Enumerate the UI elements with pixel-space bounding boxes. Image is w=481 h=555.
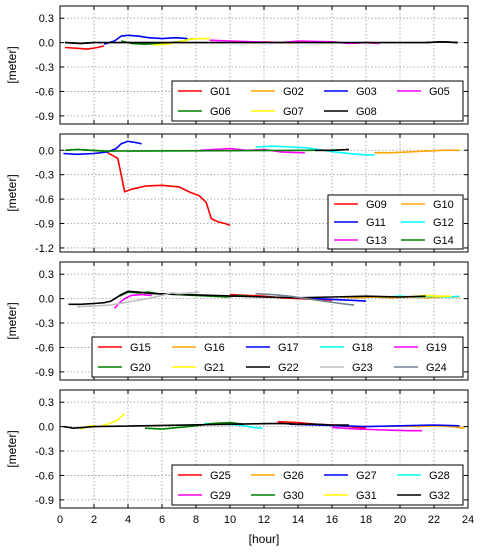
y-tick-label-1-3: -0.6: [35, 86, 54, 98]
x-tick-label-5: 10: [224, 514, 236, 526]
legend-box-4: [171, 464, 464, 506]
x-tick-label-1: 2: [91, 514, 97, 526]
legend-box-1: [171, 80, 464, 122]
series-line-g24: [255, 292, 355, 306]
y-tick-label-3-4: -0.9: [35, 367, 54, 379]
y-tick-label-2-3: -0.9: [35, 219, 54, 231]
x-axis-label: [hour]: [249, 532, 280, 546]
series-line-g11: [63, 140, 142, 156]
legend-label-g10: G10: [433, 199, 454, 211]
legend-label-g19: G19: [426, 342, 447, 354]
y-tick-label-2-4: -1.2: [35, 243, 54, 255]
legend-label-g12: G12: [433, 217, 454, 229]
series-line-g12: [255, 145, 375, 156]
y-tick-label-1-2: -0.3: [35, 62, 54, 74]
y-tick-label-3-0: 0.3: [39, 269, 54, 281]
legend-label-g11: G11: [366, 217, 386, 229]
x-tick-label-10: 20: [394, 514, 406, 526]
y-tick-label-2-1: -0.3: [35, 170, 54, 182]
x-tick-label-9: 18: [360, 514, 372, 526]
y-tick-label-4-4: -0.9: [35, 495, 54, 507]
legend-label-g20: G20: [130, 362, 151, 374]
legend-label-g06: G06: [210, 106, 231, 118]
series-line-g08: [65, 40, 458, 45]
legend-label-g24: G24: [426, 362, 447, 374]
y-axis-label-4: [meter]: [5, 430, 19, 467]
series-line-g09: [107, 152, 231, 226]
x-tick-label-4: 8: [193, 514, 199, 526]
y-tick-label-3-3: -0.6: [35, 342, 54, 354]
series-line-extra-8: [425, 40, 458, 44]
y-tick-label-4-1: 0.0: [39, 422, 54, 434]
x-tick-label-3: 6: [159, 514, 165, 526]
legend-box-3: [91, 336, 464, 378]
series-line-g03: [103, 34, 188, 45]
y-tick-label-2-2: -0.6: [35, 194, 54, 206]
series-line-g01: [65, 45, 105, 50]
legend-label-g01: G01: [210, 86, 231, 98]
y-axis-label-3: [meter]: [5, 302, 19, 339]
legend-label-g13: G13: [366, 235, 387, 247]
series-line-extra-7: [315, 148, 350, 152]
legend-label-g29: G29: [210, 490, 231, 502]
y-tick-label-4-2: -0.3: [35, 446, 54, 458]
legend-label-g23: G23: [352, 362, 373, 374]
legend-label-g32: G32: [429, 490, 450, 502]
y-tick-label-3-1: 0.0: [39, 294, 54, 306]
series-line-g23: [76, 291, 200, 308]
y-tick-label-2-0: 0.0: [39, 145, 54, 157]
series-line-g29: [331, 426, 423, 432]
y-tick-label-3-2: -0.3: [35, 318, 54, 330]
legend-label-g28: G28: [429, 470, 450, 482]
legend-label-g30: G30: [283, 490, 304, 502]
x-tick-label-0: 0: [57, 514, 63, 526]
x-tick-label-7: 14: [292, 514, 304, 526]
legend-label-g17: G17: [278, 342, 299, 354]
series-line-g30: [144, 421, 244, 430]
legend-label-g21: G21: [204, 362, 225, 374]
series-line-g22: [68, 290, 426, 306]
y-tick-label-4-3: -0.6: [35, 470, 54, 482]
x-tick-label-8: 16: [326, 514, 338, 526]
y-axis-label-1: [meter]: [5, 46, 19, 83]
legend-label-g25: G25: [210, 470, 231, 482]
y-tick-label-4-0: 0.3: [39, 397, 54, 409]
x-tick-label-11: 22: [428, 514, 440, 526]
x-tick-label-2: 4: [125, 514, 131, 526]
series-line-g10: [374, 149, 460, 154]
y-tick-label-1-1: 0.0: [39, 38, 54, 50]
legend-label-g07: G07: [283, 106, 304, 118]
series-line-g31: [80, 413, 126, 430]
legend-label-g09: G09: [366, 199, 387, 211]
x-tick-label-12: 24: [462, 514, 474, 526]
legend-label-g18: G18: [352, 342, 373, 354]
legend-label-g05: G05: [429, 86, 450, 98]
legend-label-g31: G31: [356, 490, 377, 502]
y-tick-label-1-4: -0.9: [35, 111, 54, 123]
legend-label-g03: G03: [356, 86, 377, 98]
legend-label-g26: G26: [283, 470, 304, 482]
y-axis-label-2: [meter]: [5, 174, 19, 211]
legend-label-g27: G27: [356, 470, 377, 482]
y-tick-label-1-0: 0.3: [39, 13, 54, 25]
x-tick-label-6: 12: [258, 514, 270, 526]
legend-label-g15: G15: [130, 342, 151, 354]
series-line-extra-7: [65, 41, 95, 45]
legend-label-g22: G22: [278, 362, 299, 374]
legend-label-g02: G02: [283, 86, 304, 98]
legend-label-g16: G16: [204, 342, 225, 354]
legend-label-g08: G08: [356, 106, 377, 118]
legend-label-g14: G14: [433, 235, 454, 247]
series-line-g32: [63, 422, 349, 430]
series-line-g07: [153, 37, 210, 46]
series-line-extra-6: [65, 148, 105, 152]
